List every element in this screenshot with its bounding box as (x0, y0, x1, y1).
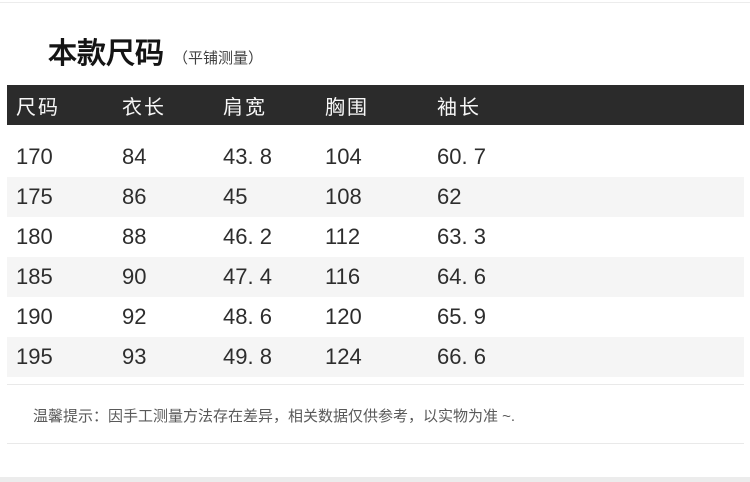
cell-chest: 120 (325, 304, 362, 329)
cell-chest: 108 (325, 184, 362, 209)
cell-sleeve-length: 62 (437, 184, 462, 209)
cell-shoulder-width: 47. 4 (223, 264, 272, 289)
title-row: 本款尺码 （平铺测量） (48, 38, 263, 70)
header-cell-shoulder-width: 肩宽 (223, 96, 267, 119)
size-table: 尺码 衣长 肩宽 胸围 袖长 170 84 43. 8 104 60. 7 17… (7, 85, 744, 377)
cell-chest: 124 (325, 344, 362, 369)
cell-size: 180 (16, 224, 53, 249)
table-row: 185 90 47. 4 116 64. 6 (7, 257, 744, 297)
table-row: 195 93 49. 8 124 66. 6 (7, 337, 744, 377)
cell-chest: 104 (325, 144, 362, 169)
cell-sleeve-length: 65. 9 (437, 304, 486, 329)
cell-garment-length: 90 (122, 264, 147, 289)
page-subtitle: （平铺测量） (173, 50, 264, 67)
cell-garment-length: 92 (122, 304, 147, 329)
cell-shoulder-width: 48. 6 (223, 304, 272, 329)
size-table-header-row: 尺码 衣长 肩宽 胸围 袖长 (7, 85, 744, 125)
cell-size: 170 (16, 144, 53, 169)
page-title: 本款尺码 (48, 38, 165, 70)
cell-size: 175 (16, 184, 53, 209)
table-row: 190 92 48. 6 120 65. 9 (7, 297, 744, 337)
cell-sleeve-length: 66. 6 (437, 344, 486, 369)
cell-garment-length: 86 (122, 184, 147, 209)
cell-shoulder-width: 49. 8 (223, 344, 272, 369)
table-row: 180 88 46. 2 112 63. 3 (7, 217, 744, 257)
cell-size: 190 (16, 304, 53, 329)
bottom-strip (0, 477, 750, 482)
cell-shoulder-width: 43. 8 (223, 144, 272, 169)
cell-chest: 116 (325, 264, 361, 289)
top-divider (0, 2, 750, 3)
cell-sleeve-length: 63. 3 (437, 224, 486, 249)
cell-chest: 112 (325, 224, 361, 249)
size-table-body: 170 84 43. 8 104 60. 7 175 86 45 108 62 … (7, 137, 744, 377)
cell-size: 195 (16, 344, 53, 369)
cell-sleeve-length: 60. 7 (437, 144, 486, 169)
header-cell-sleeve-length: 袖长 (437, 96, 481, 119)
cell-garment-length: 84 (122, 144, 147, 169)
note-box: 温馨提示：因手工测量方法存在差异，相关数据仅供参考，以实物为准 ~. (7, 384, 744, 444)
table-row: 175 86 45 108 62 (7, 177, 744, 217)
cell-shoulder-width: 45 (223, 184, 248, 209)
header-cell-chest: 胸围 (325, 96, 369, 119)
cell-sleeve-length: 64. 6 (437, 264, 486, 289)
header-cell-size: 尺码 (16, 96, 60, 119)
cell-size: 185 (16, 264, 53, 289)
table-row: 170 84 43. 8 104 60. 7 (7, 137, 744, 177)
cell-garment-length: 88 (122, 224, 147, 249)
note-text: 温馨提示：因手工测量方法存在差异，相关数据仅供参考，以实物为准 ~. (33, 408, 516, 425)
cell-garment-length: 93 (122, 344, 147, 369)
cell-shoulder-width: 46. 2 (223, 224, 272, 249)
header-cell-garment-length: 衣长 (122, 96, 166, 119)
